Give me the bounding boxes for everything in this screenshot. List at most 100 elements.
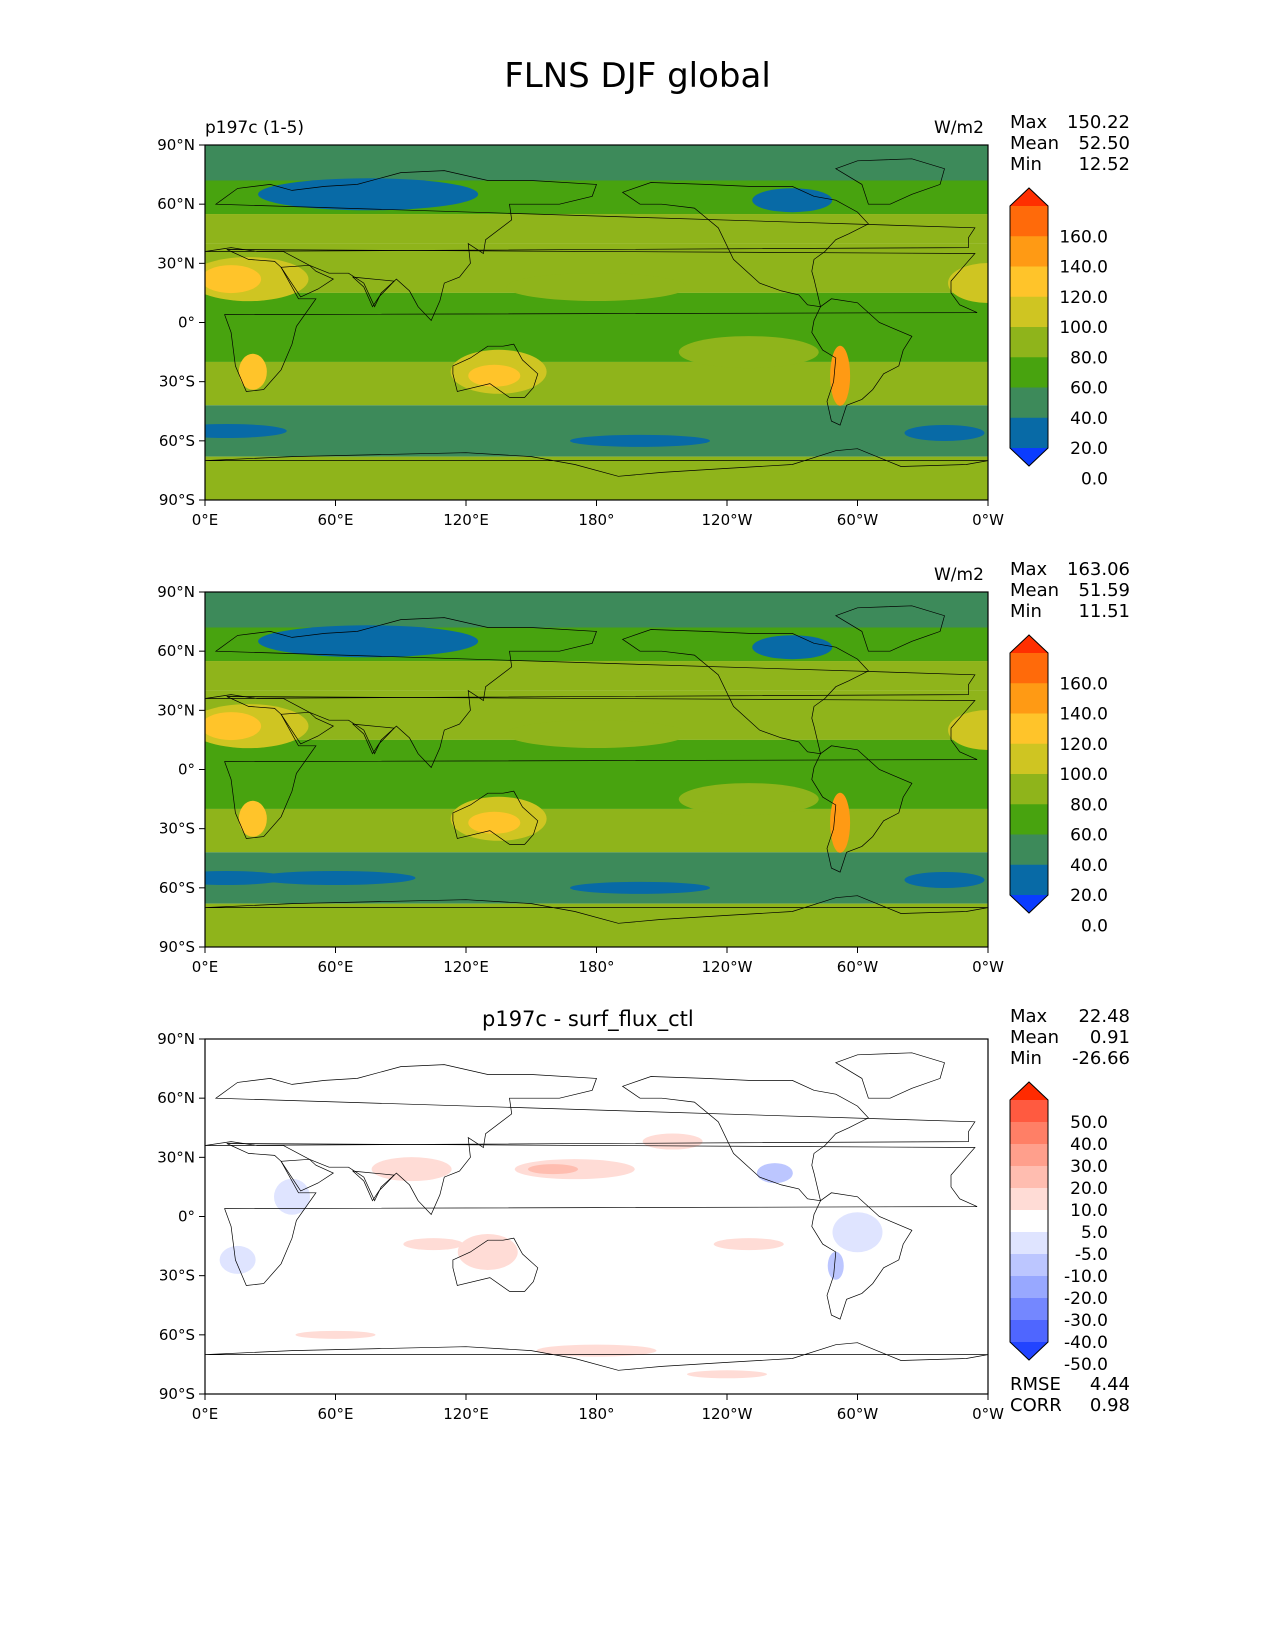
coastline-samerica bbox=[811, 745, 913, 873]
lon-tick-label: 120°W bbox=[702, 1405, 753, 1423]
coastline-eurasia bbox=[205, 170, 976, 322]
colorbar-segment bbox=[1010, 1210, 1048, 1233]
panel-center-title: p197c - surf_flux_ctl bbox=[482, 1007, 694, 1031]
colorbar-label: 120.0 bbox=[1059, 735, 1108, 755]
colorbar-extend-top bbox=[1010, 188, 1048, 206]
colorbar-segment bbox=[1010, 864, 1048, 896]
colorbar-extend-bottom bbox=[1010, 895, 1048, 913]
field-blob bbox=[570, 881, 710, 894]
panel-units: W/m2 bbox=[934, 118, 984, 138]
lon-tick-label: 120°W bbox=[702, 958, 753, 976]
lat-tick-label: 90°N bbox=[157, 1030, 195, 1048]
colorbar-label: -40.0 bbox=[1064, 1333, 1108, 1353]
colorbar-label: 0.0 bbox=[1081, 916, 1108, 936]
coastline-antarctica bbox=[205, 895, 988, 924]
colorbar-segment bbox=[1010, 1298, 1048, 1321]
figure-title: FLNS DJF global bbox=[504, 56, 771, 96]
colorbar-segment bbox=[1010, 804, 1048, 835]
colorbar-outline bbox=[1009, 634, 1049, 914]
lon-tick-label: 60°W bbox=[837, 1405, 879, 1423]
colorbar-label: 20.0 bbox=[1070, 439, 1108, 459]
coastline-arabia bbox=[280, 1158, 335, 1192]
colorbar-extend-bottom bbox=[1010, 1342, 1048, 1360]
colorbar-segment bbox=[1010, 206, 1048, 237]
stat-min-value: 12.52 bbox=[1078, 154, 1130, 175]
field-blob bbox=[827, 1251, 844, 1280]
field-blob bbox=[830, 792, 851, 853]
field-blob bbox=[468, 364, 521, 387]
coastline-greenland bbox=[834, 1052, 945, 1099]
stat-mean-value: 0.91 bbox=[1090, 1027, 1130, 1048]
lat-tick-label: 60°S bbox=[159, 1326, 195, 1344]
reference-map-panel: W/m2 bbox=[934, 565, 984, 585]
colorbar-segment bbox=[1010, 1166, 1048, 1189]
field-band bbox=[205, 592, 988, 628]
lat-tick-label: 30°S bbox=[159, 373, 195, 391]
field-blob bbox=[468, 811, 521, 834]
colorbar-label: 100.0 bbox=[1059, 318, 1108, 338]
lon-tick-label: 180° bbox=[578, 958, 614, 976]
colorbar-label: 140.0 bbox=[1059, 258, 1108, 278]
coastline-namerica bbox=[621, 182, 869, 308]
stat-mean-value: 52.50 bbox=[1078, 133, 1130, 154]
colorbar-segment bbox=[1010, 1276, 1048, 1299]
colorbar-extend-top bbox=[1010, 1082, 1048, 1100]
colorbar-segment bbox=[1010, 774, 1048, 805]
field-band bbox=[205, 292, 988, 362]
stat-max-value: 22.48 bbox=[1078, 1006, 1130, 1027]
field-blob bbox=[752, 188, 833, 213]
lon-tick-label: 60°W bbox=[837, 511, 879, 529]
field-blob bbox=[570, 434, 710, 447]
lat-tick-label: 0° bbox=[178, 1208, 195, 1226]
coastline-antarctica bbox=[205, 448, 988, 477]
coastline-arabia bbox=[280, 711, 335, 745]
lon-tick-label: 60°E bbox=[317, 1405, 353, 1423]
stat-max-label: Max bbox=[1010, 112, 1048, 133]
colorbar-segment bbox=[1010, 357, 1048, 388]
field-blob bbox=[506, 273, 687, 301]
stat-min-label: Min bbox=[1010, 1048, 1042, 1069]
corr-value: 0.98 bbox=[1090, 1395, 1130, 1416]
colorbar-segment bbox=[1010, 653, 1048, 684]
colorbar-label: 5.0 bbox=[1081, 1223, 1108, 1243]
coastline-greenland bbox=[834, 158, 945, 205]
colorbar-outline bbox=[1009, 187, 1049, 467]
field-band bbox=[205, 214, 988, 244]
lat-tick-label: 0° bbox=[178, 761, 195, 779]
field-blob bbox=[904, 871, 985, 888]
lon-tick-label: 120°W bbox=[702, 511, 753, 529]
field-blob bbox=[403, 1238, 464, 1251]
colorbar-label: 80.0 bbox=[1070, 795, 1108, 815]
lon-tick-label: 60°E bbox=[317, 958, 353, 976]
field-blob bbox=[678, 783, 819, 816]
lat-tick-label: 60°N bbox=[157, 642, 195, 660]
difference-map-panel: p197c - surf_flux_ctl bbox=[482, 1007, 694, 1031]
lat-tick-label: 90°N bbox=[157, 136, 195, 154]
coastline-greenland bbox=[834, 605, 945, 652]
lon-tick-label: 0°W bbox=[972, 1405, 1004, 1423]
field-blob bbox=[295, 1330, 376, 1339]
stat-max-value: 163.06 bbox=[1067, 559, 1130, 580]
lon-tick-label: 0°W bbox=[972, 958, 1004, 976]
lat-tick-label: 60°N bbox=[157, 1089, 195, 1107]
colorbar-label: -10.0 bbox=[1064, 1267, 1108, 1287]
colorbar-segment bbox=[1010, 1254, 1048, 1277]
field-blob bbox=[238, 800, 267, 837]
colorbar-segment bbox=[1010, 236, 1048, 267]
colorbar-label: 40.0 bbox=[1070, 1135, 1108, 1155]
field-layer bbox=[205, 592, 988, 947]
coastline-australia bbox=[452, 790, 539, 845]
colorbar-label: 30.0 bbox=[1070, 1157, 1108, 1177]
colorbar-segment bbox=[1010, 713, 1048, 745]
field-blob bbox=[255, 870, 416, 885]
field-band bbox=[205, 145, 988, 181]
lon-tick-label: 180° bbox=[578, 511, 614, 529]
colorbar-label: -50.0 bbox=[1064, 1355, 1108, 1375]
colorbar-label: -20.0 bbox=[1064, 1289, 1108, 1309]
colorbar-segment bbox=[1010, 1232, 1048, 1255]
field-blob bbox=[642, 1133, 703, 1150]
stat-mean-label: Mean bbox=[1010, 580, 1059, 601]
colorbar-extend-bottom bbox=[1010, 448, 1048, 466]
stat-max-label: Max bbox=[1010, 559, 1048, 580]
lat-tick-label: 30°S bbox=[159, 820, 195, 838]
